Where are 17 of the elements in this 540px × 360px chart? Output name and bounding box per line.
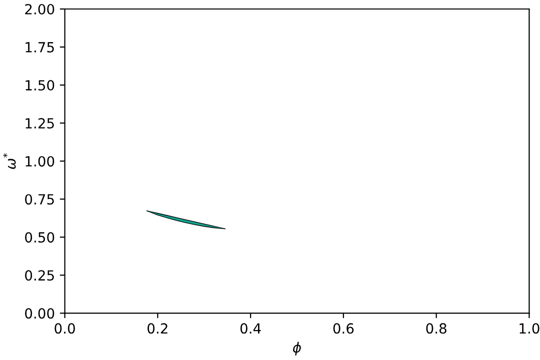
x-axis-title: ϕ — [293, 342, 301, 356]
y-tick-label: 0.00 — [25, 308, 54, 319]
y-axis-title: ω$^{*}$ — [3, 153, 16, 169]
y-tick-label: 1.75 — [26, 42, 54, 52]
x-tick-label: 0.2 — [148, 323, 168, 334]
y-tick-label: 2.00 — [25, 4, 54, 14]
y-tick-label: 1.00 — [26, 156, 54, 167]
x-tick-label: 0.4 — [240, 323, 261, 334]
y-tick-label: 0.25 — [25, 270, 54, 281]
y-tick-label: 0.75 — [25, 194, 54, 205]
y-tick-label: 0.50 — [25, 232, 54, 243]
y-tick-label: 1.50 — [26, 80, 54, 91]
y-tick-label: 1.25 — [26, 118, 54, 129]
x-tick-label: 0.6 — [333, 323, 354, 334]
x-tick-label: 1.0 — [520, 323, 540, 334]
x-tick-label: 0.8 — [426, 323, 446, 334]
x-tick-label: 0.0 — [54, 323, 75, 334]
